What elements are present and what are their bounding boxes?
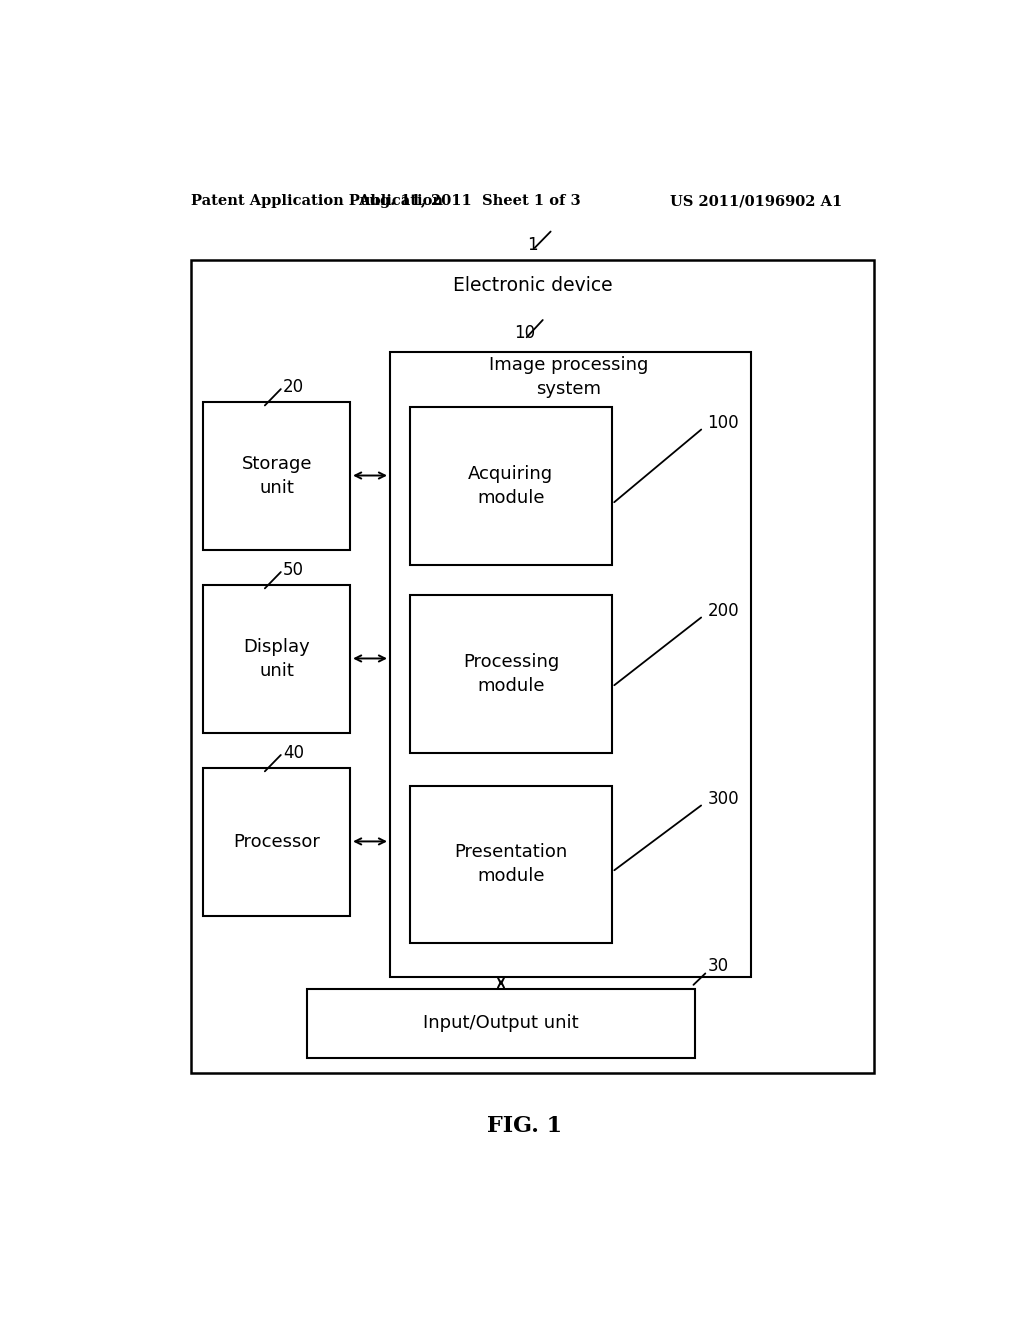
Text: Presentation
module: Presentation module bbox=[455, 843, 567, 886]
Bar bbox=[390, 351, 751, 977]
Text: Display
unit: Display unit bbox=[244, 638, 310, 680]
Bar bbox=[410, 595, 612, 752]
Text: Input/Output unit: Input/Output unit bbox=[423, 1014, 579, 1032]
Text: Aug. 11, 2011  Sheet 1 of 3: Aug. 11, 2011 Sheet 1 of 3 bbox=[358, 194, 581, 209]
Text: 200: 200 bbox=[708, 602, 739, 619]
Text: 30: 30 bbox=[708, 957, 728, 975]
Text: Acquiring
module: Acquiring module bbox=[468, 466, 554, 507]
Bar bbox=[191, 260, 873, 1073]
Bar bbox=[306, 989, 695, 1057]
Text: Electronic device: Electronic device bbox=[453, 276, 612, 294]
Text: 10: 10 bbox=[514, 325, 536, 342]
Text: Storage
unit: Storage unit bbox=[242, 455, 312, 496]
Text: US 2011/0196902 A1: US 2011/0196902 A1 bbox=[670, 194, 842, 209]
Text: 20: 20 bbox=[283, 378, 304, 396]
Text: 50: 50 bbox=[283, 561, 304, 579]
Text: Processor: Processor bbox=[233, 833, 321, 851]
Bar bbox=[204, 585, 350, 733]
Bar bbox=[204, 768, 350, 916]
Text: 40: 40 bbox=[283, 744, 304, 762]
Text: FIG. 1: FIG. 1 bbox=[487, 1115, 562, 1137]
Bar bbox=[410, 785, 612, 942]
Text: 300: 300 bbox=[708, 789, 739, 808]
Text: Patent Application Publication: Patent Application Publication bbox=[191, 194, 443, 209]
Text: 1: 1 bbox=[527, 236, 538, 253]
Bar bbox=[204, 403, 350, 549]
Text: Image processing
system: Image processing system bbox=[488, 356, 648, 397]
Bar bbox=[410, 408, 612, 565]
Text: 100: 100 bbox=[708, 413, 739, 432]
Text: Processing
module: Processing module bbox=[463, 653, 559, 696]
